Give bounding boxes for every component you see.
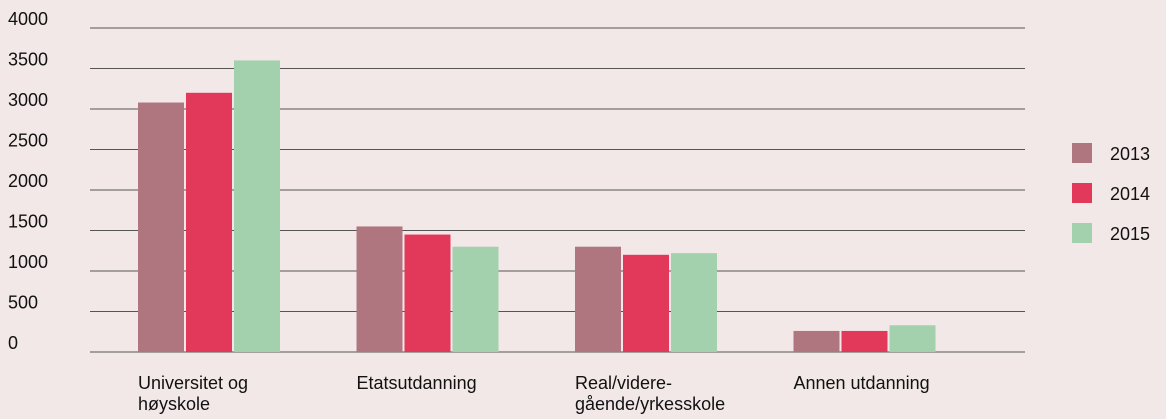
y-tick-label: 4000 [8, 9, 48, 29]
y-tick-label: 3000 [8, 90, 48, 110]
bar [404, 234, 451, 352]
bar [234, 60, 280, 353]
bar [356, 226, 403, 352]
y-tick-label: 3500 [8, 49, 48, 69]
y-tick-label: 500 [8, 292, 38, 312]
legend-label: 2015 [1110, 224, 1150, 244]
bar [623, 254, 669, 352]
bar [575, 246, 621, 352]
bar [793, 330, 840, 352]
legend-label: 2013 [1110, 144, 1150, 164]
legend-label: 2014 [1110, 184, 1150, 204]
x-tick-label: Real/videre-gående/yrkesskole [575, 373, 726, 414]
y-tick-label: 1000 [8, 252, 48, 272]
y-tick-label: 2500 [8, 130, 48, 150]
bar [889, 325, 936, 352]
legend-swatch [1072, 183, 1092, 203]
x-tick-label: Etatsutdanning [356, 373, 477, 393]
bar [186, 92, 232, 353]
x-tick-label: Annen utdanning [793, 373, 930, 393]
y-tick-label: 2000 [8, 171, 48, 191]
bar [452, 246, 499, 352]
y-tick-label: 0 [8, 333, 18, 353]
y-tick-label: 1500 [8, 211, 48, 231]
bar [841, 330, 888, 352]
x-tick-label: Universitet og høyskole [138, 373, 249, 414]
legend-swatch [1072, 143, 1092, 163]
bar [138, 102, 184, 353]
bar [671, 253, 717, 352]
legend-swatch [1072, 223, 1092, 243]
